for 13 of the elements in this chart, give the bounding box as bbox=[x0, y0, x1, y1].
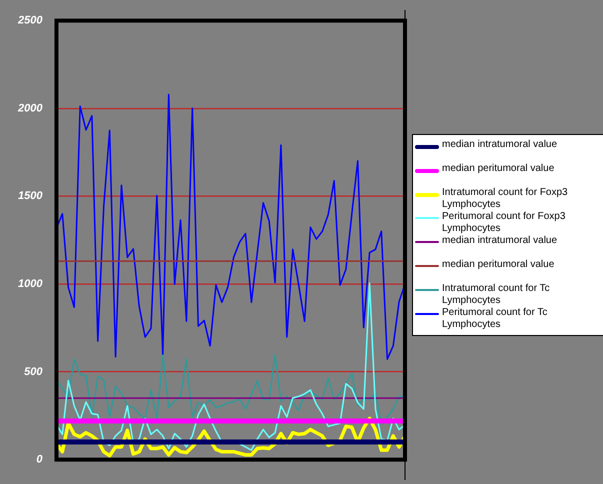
legend-label: Intratumoral count for Tc Lymphocytes bbox=[442, 283, 551, 307]
y-tick-label: 2500 bbox=[16, 14, 44, 27]
y-tick-label: 1500 bbox=[18, 190, 44, 202]
legend-label: Intratumoral count for Foxp3 Lymphocytes bbox=[442, 187, 569, 211]
legend-label: Peritumoral count for Tc Lymphocytes bbox=[442, 307, 548, 331]
y-tick-label: 500 bbox=[24, 366, 44, 378]
legend-label: median intratumoral value bbox=[442, 139, 558, 151]
legend-label: median peritumoral value bbox=[442, 163, 554, 175]
legend-label: median peritumoral value bbox=[442, 259, 554, 271]
y-tick-label: 0 bbox=[36, 454, 44, 466]
y-tick-label: 2000 bbox=[16, 102, 44, 114]
legend-label: median intratumoral value bbox=[442, 235, 558, 247]
y-tick-label: 1000 bbox=[18, 278, 44, 290]
